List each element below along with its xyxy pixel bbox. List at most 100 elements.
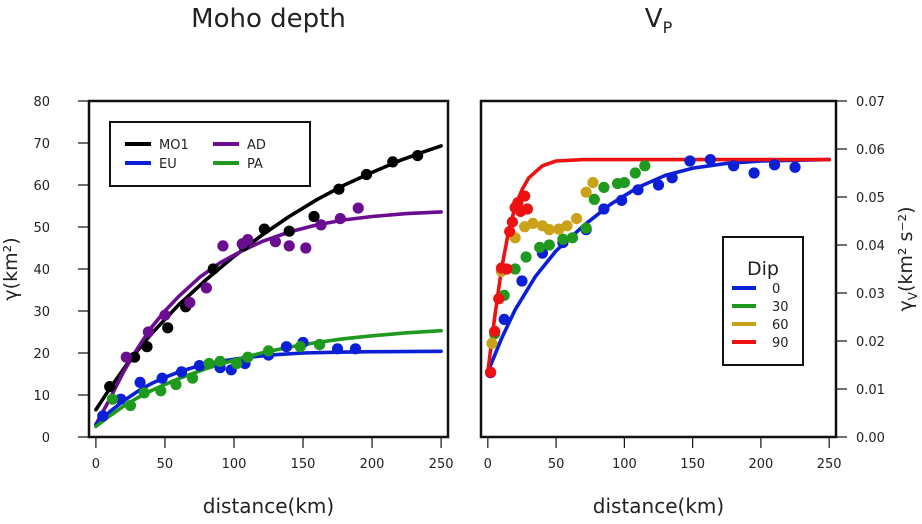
y-axis-label-2: γV(km² s⁻²) <box>895 206 920 311</box>
data-point-0 <box>498 313 510 325</box>
data-point-30 <box>520 251 532 263</box>
data-point-60 <box>570 213 583 225</box>
data-point-EU <box>97 410 109 422</box>
data-point-EU <box>280 341 293 353</box>
data-point-90 <box>484 366 497 378</box>
data-point-90 <box>493 293 505 305</box>
legend-label-AD: AD <box>247 138 266 153</box>
legend-label-EU: EU <box>159 157 177 172</box>
data-point-90 <box>504 225 516 238</box>
data-point-PA <box>231 357 243 370</box>
data-point-AD <box>217 240 229 252</box>
data-point-EU <box>175 366 188 378</box>
y-tick-label: 60 <box>33 179 50 194</box>
data-point-EU <box>193 360 206 372</box>
data-point-AD <box>242 234 254 246</box>
legend-label-60: 60 <box>772 318 789 333</box>
legend-label-90: 90 <box>772 336 789 351</box>
x-tick-label: 200 <box>360 457 385 472</box>
data-point-AD <box>315 219 327 231</box>
data-point-30 <box>598 181 610 193</box>
y-tick-label: 0.05 <box>856 191 885 206</box>
data-point-EU <box>331 343 344 355</box>
data-point-60 <box>561 220 573 232</box>
chart-title-2: VP <box>645 4 673 37</box>
data-point-30 <box>509 263 521 275</box>
y-tick-label: 20 <box>33 347 50 362</box>
data-point-60 <box>527 217 539 229</box>
y-tick-label: 0.01 <box>856 383 885 398</box>
data-point-MO1 <box>258 223 270 235</box>
data-point-30 <box>580 222 592 234</box>
x-tick-label: 0 <box>484 457 492 472</box>
x-tick-label: 150 <box>680 457 705 472</box>
y-axis-label-1: γ(km²) <box>0 237 22 300</box>
data-point-PA <box>186 372 199 384</box>
data-point-0 <box>632 184 644 196</box>
y-tick-label: 0.06 <box>856 143 885 158</box>
y-tick-label: 80 <box>33 95 50 110</box>
data-point-PA <box>313 339 326 351</box>
data-point-MO1 <box>141 341 153 353</box>
data-point-MO1 <box>333 183 345 195</box>
y-tick-label: 0.04 <box>856 239 885 254</box>
data-point-MO1 <box>104 381 116 393</box>
x-tick-label: 0 <box>92 457 100 472</box>
data-point-0 <box>704 153 716 166</box>
data-point-AD <box>120 351 132 363</box>
data-point-90 <box>512 197 524 209</box>
data-point-PA <box>106 393 119 405</box>
y-tick-label: 0.02 <box>856 335 885 350</box>
data-point-30 <box>618 177 630 189</box>
data-point-PA <box>214 355 226 367</box>
fit-curve-0 <box>486 157 831 374</box>
data-point-90 <box>501 263 513 275</box>
x-axis-label-2: distance(km) <box>593 494 724 518</box>
data-point-EU <box>156 372 168 384</box>
data-point-PA <box>203 357 215 370</box>
data-point-30 <box>639 160 651 172</box>
data-point-PA <box>124 399 137 412</box>
data-point-0 <box>727 160 740 172</box>
data-point-0 <box>516 275 528 287</box>
x-tick-label: 50 <box>157 457 174 472</box>
data-point-EU <box>115 393 127 405</box>
data-point-EU <box>349 343 362 355</box>
x-tick-label: 250 <box>817 457 842 472</box>
data-point-PA <box>262 345 275 357</box>
data-point-MO1 <box>162 322 174 334</box>
legend-label-0: 0 <box>772 282 780 297</box>
data-point-AD <box>334 213 346 225</box>
x-tick-label: 200 <box>748 457 773 472</box>
x-tick-label: 250 <box>429 457 454 472</box>
data-point-60 <box>543 224 555 236</box>
data-point-MO1 <box>387 156 399 168</box>
legend-box-2 <box>722 236 804 366</box>
plot-frame-2 <box>479 99 838 439</box>
fit-curve-90 <box>486 157 831 374</box>
y-tick-label: 0.03 <box>856 287 885 302</box>
data-point-AD <box>283 240 295 252</box>
plot-frame-1 <box>87 99 450 439</box>
data-point-0 <box>748 167 760 179</box>
data-point-MO1 <box>207 263 219 275</box>
data-point-AD <box>300 242 312 254</box>
data-point-AD <box>159 309 171 321</box>
x-tick-label: 100 <box>222 457 247 472</box>
data-point-30 <box>543 239 555 251</box>
data-point-AD <box>184 297 196 309</box>
data-point-60 <box>486 337 498 349</box>
x-tick-label: 50 <box>548 457 565 472</box>
data-point-30 <box>534 241 546 253</box>
data-point-PA <box>294 341 306 353</box>
legend-label-MO1: MO1 <box>159 138 189 153</box>
data-point-EU <box>134 376 146 388</box>
data-point-AD <box>142 326 154 338</box>
legend-box-1 <box>109 121 311 187</box>
data-point-30 <box>588 193 600 205</box>
data-point-30 <box>629 167 641 179</box>
y-tick-label: 0.07 <box>856 95 885 110</box>
legend-label-PA: PA <box>247 157 263 172</box>
data-point-0 <box>616 194 628 206</box>
